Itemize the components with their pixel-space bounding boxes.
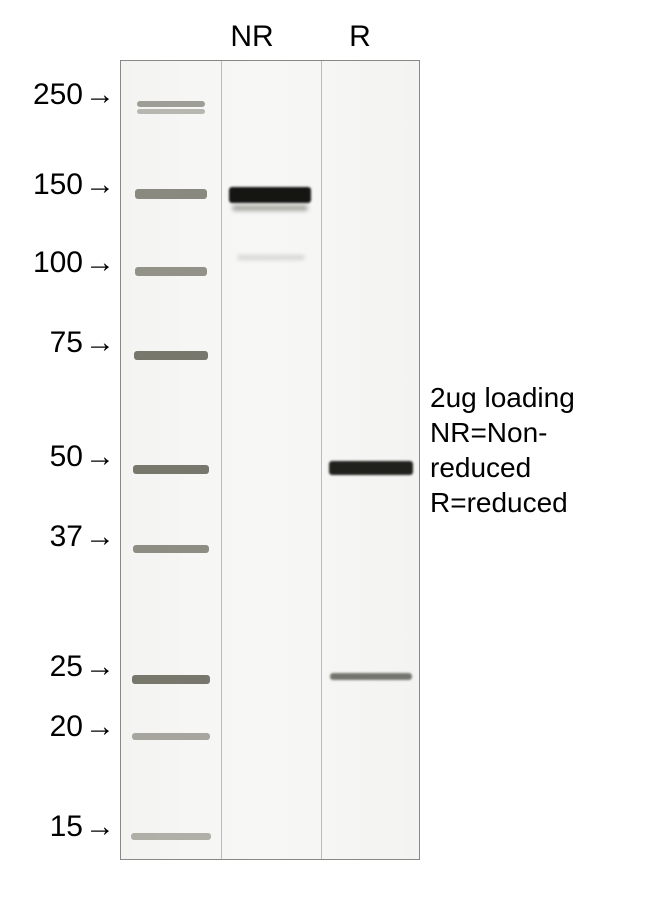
- band-ladder-4: [134, 351, 208, 360]
- annotation-line: NR=Non-: [430, 415, 640, 450]
- mw-marker-250: 250→: [33, 78, 115, 112]
- mw-value: 37: [50, 520, 83, 553]
- mw-value: 100: [33, 246, 83, 279]
- band-r-1: [330, 673, 412, 680]
- band-nr-2: [237, 255, 305, 260]
- mw-marker-37: 37→: [50, 520, 115, 554]
- mw-value: 50: [50, 440, 83, 473]
- annotation-line: reduced: [430, 450, 640, 485]
- mw-marker-75: 75→: [50, 326, 115, 360]
- mw-marker-15: 15→: [50, 810, 115, 844]
- band-ladder-3: [135, 267, 207, 276]
- band-ladder-6: [133, 545, 209, 553]
- lane-label-nr: NR: [222, 20, 282, 54]
- arrow-right-icon: →: [85, 246, 115, 280]
- mw-value: 15: [50, 810, 83, 843]
- band-ladder-8: [132, 733, 210, 740]
- arrow-right-icon: →: [85, 78, 115, 112]
- mw-marker-50: 50→: [50, 440, 115, 474]
- band-ladder-7: [132, 675, 210, 684]
- gel-figure: NR R 2ug loading NR=Non- reduced R=reduc…: [0, 0, 650, 898]
- arrow-right-icon: →: [85, 810, 115, 844]
- lane-divider-1: [221, 61, 222, 859]
- arrow-right-icon: →: [85, 440, 115, 474]
- mw-value: 150: [33, 168, 83, 201]
- arrow-right-icon: →: [85, 520, 115, 554]
- band-ladder-1: [137, 109, 205, 114]
- band-nr-0: [229, 187, 311, 203]
- lane-divider-2: [321, 61, 322, 859]
- band-ladder-9: [131, 833, 211, 840]
- mw-value: 20: [50, 710, 83, 743]
- mw-marker-20: 20→: [50, 710, 115, 744]
- mw-value: 250: [33, 78, 83, 111]
- band-ladder-5: [133, 465, 209, 474]
- mw-marker-100: 100→: [33, 246, 115, 280]
- annotation-line: R=reduced: [430, 485, 640, 520]
- band-ladder-2: [135, 189, 207, 199]
- band-nr-1: [232, 205, 308, 211]
- annotation-line: 2ug loading: [430, 380, 640, 415]
- arrow-right-icon: →: [85, 710, 115, 744]
- gel-image: [120, 60, 420, 860]
- lane-label-r: R: [330, 20, 390, 54]
- mw-marker-25: 25→: [50, 650, 115, 684]
- arrow-right-icon: →: [85, 168, 115, 202]
- loading-annotation: 2ug loading NR=Non- reduced R=reduced: [430, 380, 640, 520]
- band-ladder-0: [137, 101, 205, 107]
- mw-marker-150: 150→: [33, 168, 115, 202]
- mw-value: 75: [50, 326, 83, 359]
- mw-value: 25: [50, 650, 83, 683]
- arrow-right-icon: →: [85, 326, 115, 360]
- arrow-right-icon: →: [85, 650, 115, 684]
- band-r-0: [329, 461, 413, 475]
